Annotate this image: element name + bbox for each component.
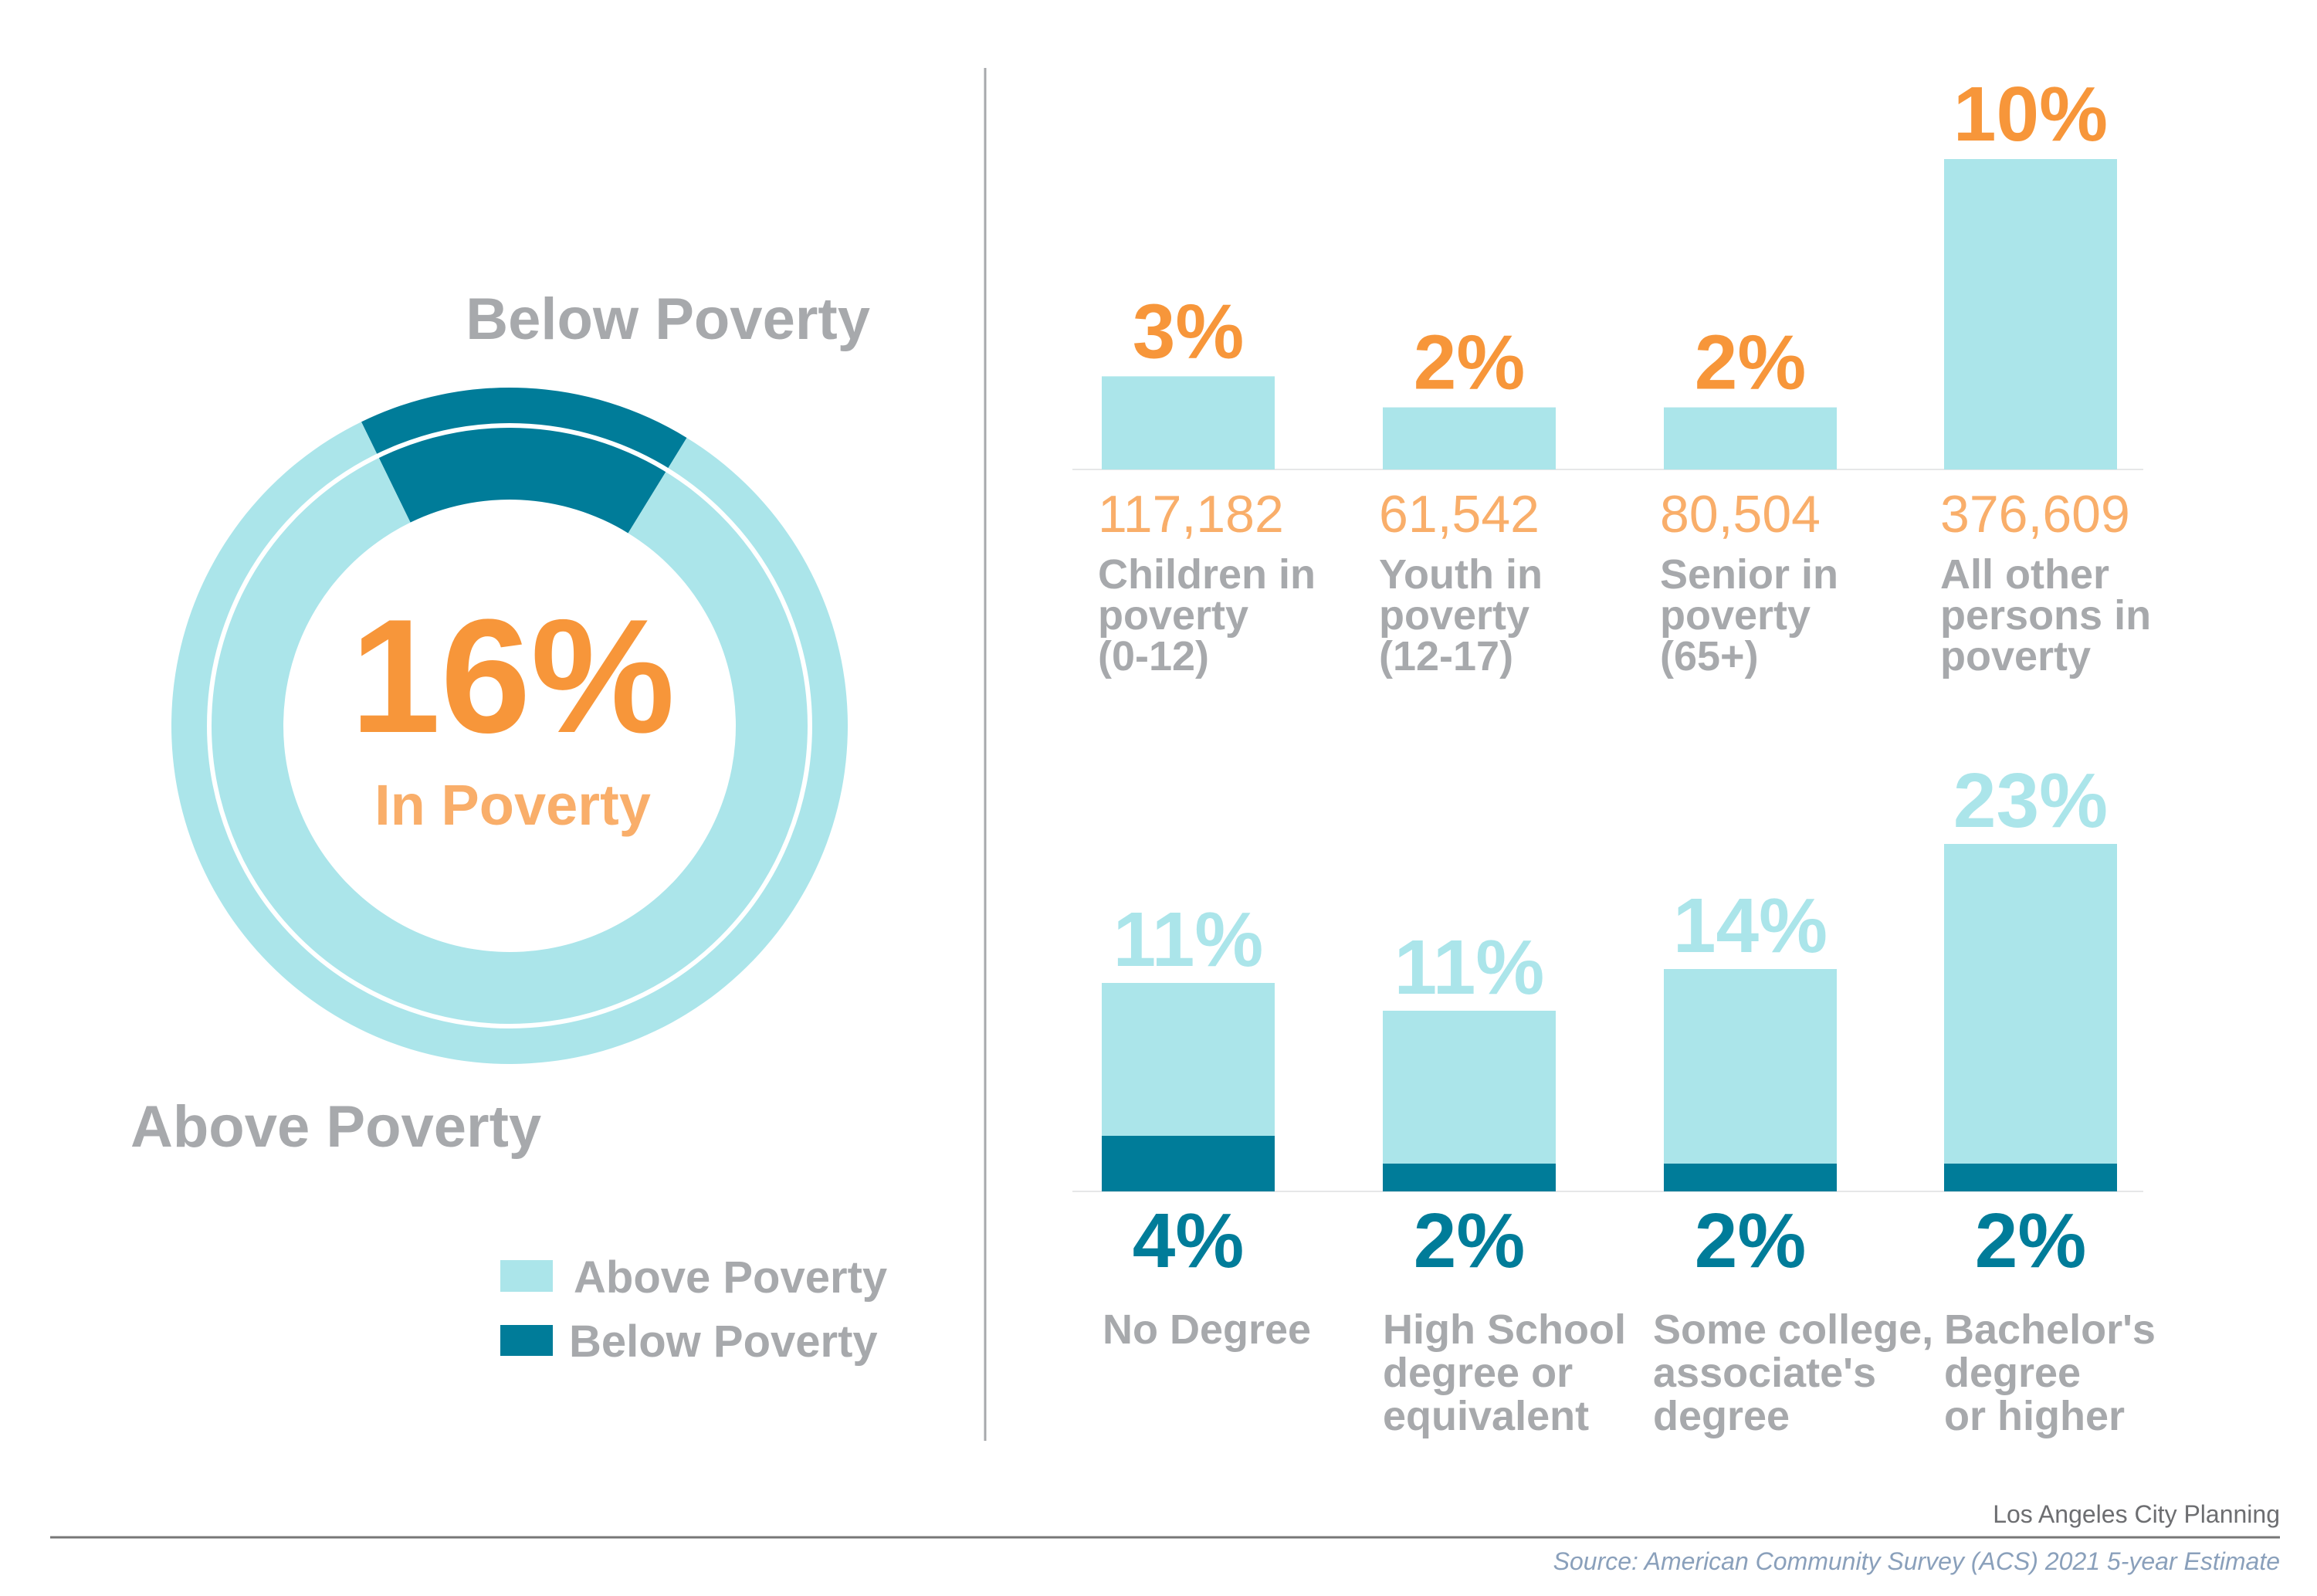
category-label-line: equivalent xyxy=(1383,1393,1589,1439)
category-label-line: (0-12) xyxy=(1098,633,1209,679)
below-value-label: 2% xyxy=(1975,1198,2087,1284)
below-value-label: 2% xyxy=(1414,1198,1526,1284)
bar-above-poverty xyxy=(1944,844,2117,1164)
bar-above-poverty xyxy=(1102,983,1275,1136)
count-label: 376,609 xyxy=(1940,485,2130,544)
bar-age-1 xyxy=(1383,407,1556,469)
education-bar-chart: 11% 4% No Degree 11% 2% High School degree or e… xyxy=(1072,757,2156,1439)
category-label-line: poverty xyxy=(1379,592,1529,639)
count-label: 80,504 xyxy=(1660,485,1821,544)
bar-age-0 xyxy=(1102,376,1275,469)
above-value-label: 11% xyxy=(1113,896,1264,983)
donut-slice-below-poverty xyxy=(361,388,687,534)
category-label-line: degree or xyxy=(1383,1350,1573,1396)
category-label-line: Senior in xyxy=(1660,551,1838,598)
category-label-line: Children in xyxy=(1098,551,1316,598)
category-label: Children in poverty (0-12) xyxy=(1098,551,1316,679)
bar-below-poverty xyxy=(1664,1164,1837,1191)
category-label: All other persons in poverty xyxy=(1940,551,2151,679)
legend-label-above: Above Poverty xyxy=(574,1252,887,1303)
category-label-line: No Degree xyxy=(1103,1306,1311,1353)
donut-inner-ring xyxy=(207,423,812,1028)
bar-above-poverty xyxy=(1664,969,1837,1164)
category-label-line: All other xyxy=(1940,551,2109,598)
category-label: No Degree xyxy=(1103,1306,1311,1353)
center-label: In Poverty xyxy=(374,773,651,837)
above-value-label: 14% xyxy=(1673,883,1828,969)
category-label-line: (12-17) xyxy=(1379,633,1513,679)
bar-age-2 xyxy=(1664,407,1837,469)
bar-value-label: 10% xyxy=(1953,71,2108,158)
category-label: High School degree or equivalent xyxy=(1383,1306,1626,1439)
category-label-line: or higher xyxy=(1944,1393,2125,1439)
donut-chart xyxy=(171,388,848,1064)
footer-org: Los Angeles City Planning xyxy=(1993,1500,2280,1528)
bar-age-3 xyxy=(1944,159,2117,469)
below-value-label: 4% xyxy=(1133,1198,1245,1284)
category-label: Senior in poverty (65+) xyxy=(1660,551,1838,679)
category-label-line: Bachelor's xyxy=(1944,1306,2156,1353)
category-label-line: degree xyxy=(1944,1350,2081,1396)
category-label: Youth in poverty (12-17) xyxy=(1379,551,1543,679)
category-label-line: poverty xyxy=(1940,633,2091,679)
bar-below-poverty xyxy=(1383,1164,1556,1191)
category-label-line: poverty xyxy=(1660,592,1811,639)
below-value-label: 2% xyxy=(1695,1198,1807,1284)
count-label: 61,542 xyxy=(1379,485,1540,544)
bar-below-poverty xyxy=(1944,1164,2117,1191)
above-value-label: 11% xyxy=(1394,924,1545,1011)
count-label: 117,182 xyxy=(1098,485,1284,544)
legend-swatch-below xyxy=(500,1325,553,1356)
legend-label-below: Below Poverty xyxy=(569,1316,878,1367)
category-label-line: Some college, xyxy=(1653,1306,1933,1353)
category-label-line: (65+) xyxy=(1660,633,1759,679)
category-label: Bachelor's degree or higher xyxy=(1944,1306,2156,1439)
category-label-line: persons in xyxy=(1940,592,2151,639)
center-value: 16% xyxy=(351,585,675,767)
legend-swatch-above xyxy=(500,1260,553,1292)
below-poverty-label: Below Poverty xyxy=(466,286,870,352)
bar-below-poverty xyxy=(1102,1136,1275,1191)
category-label-line: High School xyxy=(1383,1306,1626,1353)
category-label: Some college, associate's degree xyxy=(1653,1306,1933,1439)
bar-value-label: 2% xyxy=(1695,320,1807,406)
footer-source: Source: American Community Survey (ACS) … xyxy=(1553,1547,2280,1575)
category-label-line: degree xyxy=(1653,1393,1790,1439)
category-label-line: poverty xyxy=(1098,592,1248,639)
bar-value-label: 2% xyxy=(1414,320,1526,406)
above-value-label: 23% xyxy=(1953,757,2108,844)
category-label-line: Youth in xyxy=(1379,551,1543,598)
category-label-line: associate's xyxy=(1653,1350,1876,1396)
bar-above-poverty xyxy=(1383,1011,1556,1164)
bar-value-label: 3% xyxy=(1133,288,1245,374)
donut-slice-above-poverty xyxy=(171,422,848,1064)
above-poverty-label: Above Poverty xyxy=(130,1094,541,1160)
